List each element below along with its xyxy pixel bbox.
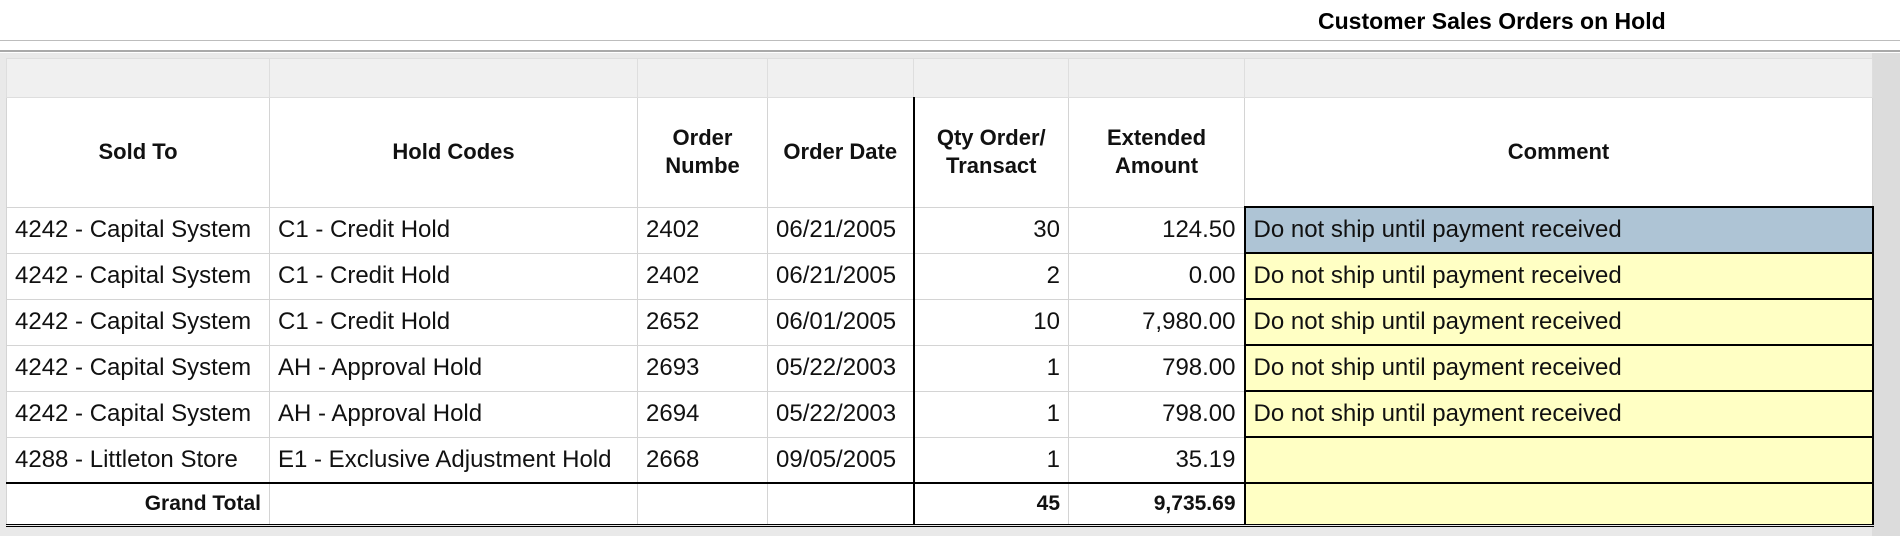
header-row: Sold To Hold Codes Order Numbe Order Dat… [6, 97, 1873, 208]
band-cell [1244, 58, 1873, 98]
hold-code-cell[interactable]: AH - Approval Hold [269, 390, 638, 438]
order-number-cell[interactable]: 2402 [637, 252, 768, 300]
order-date-cell[interactable]: 05/22/2003 [767, 344, 915, 392]
comment-cell[interactable] [1243, 436, 1874, 484]
sold-to-cell[interactable]: 4242 - Capital System [6, 298, 270, 346]
total-empty-cell [767, 482, 915, 527]
report-title: Customer Sales Orders on Hold [1318, 8, 1666, 34]
table-row: 4242 - Capital System C1 - Credit Hold 2… [6, 298, 1874, 346]
header-qty[interactable]: Qty Order/ Transact [913, 97, 1069, 208]
total-qty: 45 [913, 482, 1069, 527]
sold-to-cell[interactable]: 4288 - Littleton Store [6, 436, 270, 484]
extended-amount-cell[interactable]: 798.00 [1068, 390, 1245, 438]
total-empty-cell [637, 482, 768, 527]
order-date-cell[interactable]: 06/21/2005 [767, 252, 915, 300]
hold-code-cell[interactable]: E1 - Exclusive Adjustment Hold [269, 436, 638, 484]
comment-cell[interactable]: Do not ship until payment received [1243, 390, 1874, 438]
qty-cell[interactable]: 1 [913, 344, 1069, 392]
table-row: 4242 - Capital System AH - Approval Hold… [6, 344, 1874, 392]
report-title-bar: Customer Sales Orders on Hold [0, 0, 1900, 41]
sold-to-cell[interactable]: 4242 - Capital System [6, 390, 270, 438]
band-cell [6, 58, 270, 98]
order-date-cell[interactable]: 06/21/2005 [767, 206, 915, 254]
hold-code-cell[interactable]: AH - Approval Hold [269, 344, 638, 392]
qty-cell[interactable]: 1 [913, 390, 1069, 438]
total-comment-cell[interactable] [1243, 482, 1874, 527]
table-row: 4242 - Capital System C1 - Credit Hold 2… [6, 252, 1874, 300]
order-number-cell[interactable]: 2694 [637, 390, 768, 438]
band-cell [767, 58, 914, 98]
sold-to-cell[interactable]: 4242 - Capital System [6, 252, 270, 300]
order-number-cell[interactable]: 2402 [637, 206, 768, 254]
grand-total-row: Grand Total 45 9,735.69 [6, 482, 1874, 527]
table-row: 4288 - Littleton Store E1 - Exclusive Ad… [6, 436, 1874, 484]
comment-cell[interactable]: Do not ship until payment received [1243, 344, 1874, 392]
band-cell [913, 58, 1069, 98]
sold-to-cell[interactable]: 4242 - Capital System [6, 206, 270, 254]
extended-amount-cell[interactable]: 35.19 [1068, 436, 1245, 484]
hold-code-cell[interactable]: C1 - Credit Hold [269, 298, 638, 346]
total-empty-cell [269, 482, 638, 527]
band-cell [637, 58, 768, 98]
order-number-cell[interactable]: 2668 [637, 436, 768, 484]
header-sold-to[interactable]: Sold To [6, 97, 270, 208]
comment-cell[interactable]: Do not ship until payment received [1243, 206, 1874, 254]
qty-cell[interactable]: 2 [913, 252, 1069, 300]
column-band-row [6, 58, 1873, 98]
total-extended-amount: 9,735.69 [1068, 482, 1245, 527]
order-date-cell[interactable]: 09/05/2005 [767, 436, 915, 484]
header-order-date[interactable]: Order Date [767, 97, 915, 208]
table-row: 4242 - Capital System C1 - Credit Hold 2… [6, 206, 1874, 254]
order-number-cell[interactable]: 2693 [637, 344, 768, 392]
hold-code-cell[interactable]: C1 - Credit Hold [269, 252, 638, 300]
comment-cell[interactable]: Do not ship until payment received [1243, 298, 1874, 346]
order-date-cell[interactable]: 06/01/2005 [767, 298, 915, 346]
extended-amount-cell[interactable]: 798.00 [1068, 344, 1245, 392]
band-cell [269, 58, 638, 98]
order-date-cell[interactable]: 05/22/2003 [767, 390, 915, 438]
sheet-right-margin [1872, 53, 1900, 536]
table-row: 4242 - Capital System AH - Approval Hold… [6, 390, 1874, 438]
qty-cell[interactable]: 1 [913, 436, 1069, 484]
header-hold-codes[interactable]: Hold Codes [269, 97, 638, 208]
band-cell [1068, 58, 1245, 98]
qty-cell[interactable]: 10 [913, 298, 1069, 346]
extended-amount-cell[interactable]: 124.50 [1068, 206, 1245, 254]
extended-amount-cell[interactable]: 7,980.00 [1068, 298, 1245, 346]
header-divider [0, 50, 1900, 52]
extended-amount-cell[interactable]: 0.00 [1068, 252, 1245, 300]
grand-total-label: Grand Total [6, 482, 270, 527]
comment-cell[interactable]: Do not ship until payment received [1243, 252, 1874, 300]
header-extended-amount[interactable]: Extended Amount [1068, 97, 1245, 208]
header-comment[interactable]: Comment [1244, 97, 1873, 208]
header-order-number[interactable]: Order Numbe [637, 97, 768, 208]
hold-code-cell[interactable]: C1 - Credit Hold [269, 206, 638, 254]
qty-cell[interactable]: 30 [913, 206, 1069, 254]
order-number-cell[interactable]: 2652 [637, 298, 768, 346]
sold-to-cell[interactable]: 4242 - Capital System [6, 344, 270, 392]
orders-on-hold-table: Sold To Hold Codes Order Numbe Order Dat… [6, 58, 1874, 527]
